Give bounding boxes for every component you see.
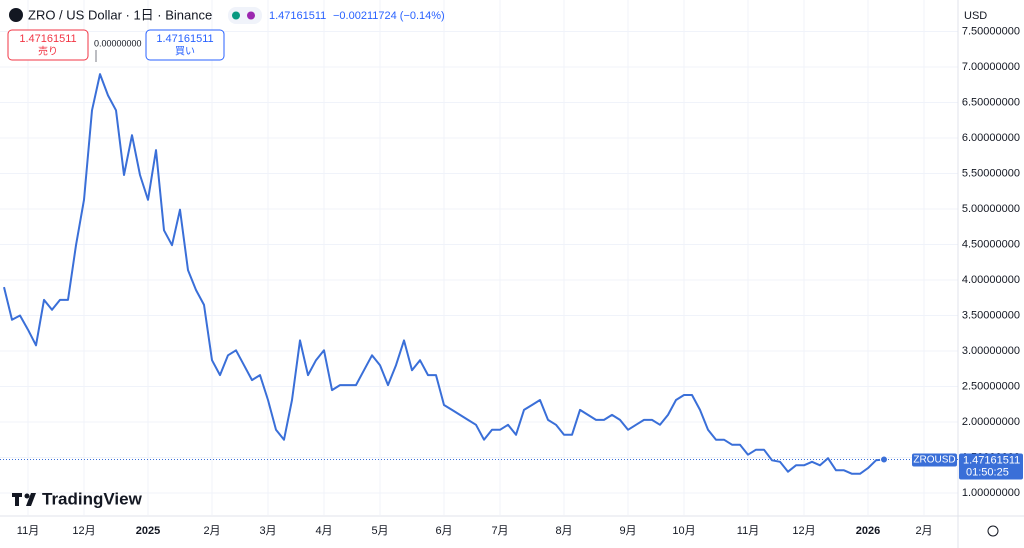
x-tick-label: 2月	[203, 525, 220, 537]
symbol-title: ZRO / US Dollar · 1日 · Binance	[28, 7, 212, 22]
y-tick-label: 3.50000000	[962, 309, 1020, 321]
watermark-text: TradingView	[42, 489, 143, 508]
x-tick-label: 5月	[371, 525, 388, 537]
y-tick-label: 4.50000000	[962, 238, 1020, 250]
x-tick-label: 7月	[491, 525, 508, 537]
x-tick-label: 3月	[259, 525, 276, 537]
y-tick-label: 7.00000000	[962, 61, 1020, 73]
y-tick-label: 6.50000000	[962, 96, 1020, 108]
x-tick-label: 6月	[435, 525, 452, 537]
buy-label: 買い	[175, 46, 195, 58]
symbol-icon	[9, 8, 23, 22]
x-tick-label: 12月	[72, 525, 95, 537]
y-tick-label: 7.50000000	[962, 25, 1020, 37]
market-status	[232, 11, 240, 20]
y-tick-label: 5.50000000	[962, 167, 1020, 179]
y-tick-label: 2.50000000	[962, 380, 1020, 392]
y-tick-label: 5.00000000	[962, 203, 1020, 215]
y-tick-label: 6.00000000	[962, 132, 1020, 144]
logo-stem	[15, 493, 19, 506]
x-tick-label: 10月	[672, 525, 695, 537]
y-tick-label: 4.00000000	[962, 274, 1020, 286]
price-label: 1.47161511	[963, 454, 1020, 466]
symbol-label-box	[912, 453, 957, 467]
plot	[0, 73, 958, 475]
last-point	[880, 455, 888, 464]
x-tick-label: 2月	[915, 525, 932, 537]
settings-icon[interactable]	[987, 525, 999, 537]
price-line	[3, 73, 885, 475]
x-tick-label: 12月	[792, 525, 815, 537]
sell-price: 1.47161511	[19, 33, 76, 45]
y-tick-label: 3.00000000	[962, 345, 1020, 357]
x-tick-label: 11月	[17, 525, 39, 537]
x-tick-label: 2025	[136, 525, 160, 537]
high-annotation: 0.00000000	[94, 38, 142, 48]
x-tick-label: 11月	[737, 525, 759, 537]
status-pill[interactable]	[228, 7, 262, 24]
header-price: 1.47161511	[269, 10, 326, 22]
currency: USD	[964, 10, 987, 22]
currency-selector[interactable]	[960, 5, 1018, 25]
logo-dot	[24, 493, 30, 499]
grid	[0, 0, 958, 515]
x-tick-label: 8月	[555, 525, 572, 537]
indicator-icon	[247, 11, 255, 20]
x-tick-label: 2026	[856, 525, 880, 537]
price-label-box	[959, 453, 1023, 480]
countdown-label: 01:50:25	[966, 466, 1009, 478]
watermark: TradingView	[12, 489, 143, 508]
header-change: −0.00211724 (−0.14%)	[333, 10, 445, 22]
y-tick-label: 2.00000000	[962, 416, 1020, 428]
header: ZRO / US Dollar · 1日 · Binance 1.4716151…	[7, 5, 1018, 62]
x-tick-label: 4月	[315, 525, 332, 537]
symbol-label: ZROUSD	[913, 455, 955, 466]
y-tick-label: 1.00000000	[962, 487, 1020, 499]
sell-button[interactable]	[7, 29, 89, 61]
buy-button[interactable]	[145, 29, 225, 61]
logo-slash	[26, 493, 36, 506]
x-tick-label: 9月	[619, 525, 636, 537]
buy-price: 1.47161511	[156, 33, 213, 45]
sell-label: 売り	[38, 45, 58, 58]
